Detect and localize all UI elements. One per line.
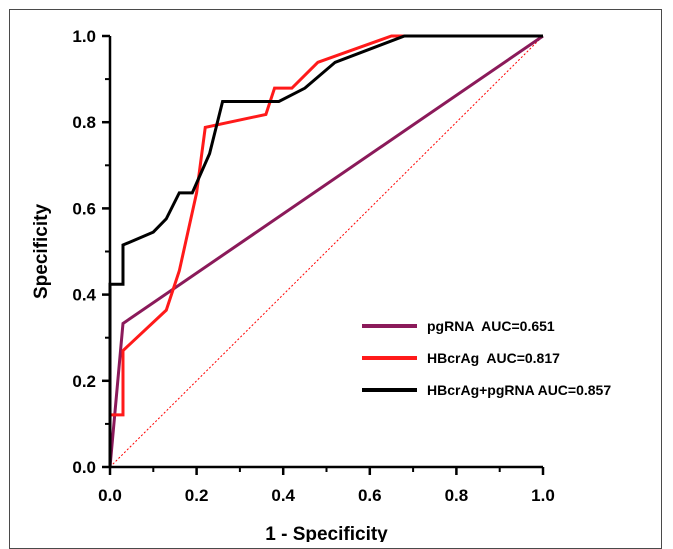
legend: pgRNA AUC=0.651 HBcrAg AUC=0.817 HBcrAg+pg… [362, 318, 611, 398]
x-tick-label: 0.4 [271, 486, 295, 505]
series-line-2 [108, 34, 543, 467]
x-tick-label: 0.6 [358, 486, 382, 505]
y-tick-label: 0.0 [72, 458, 96, 477]
reference-diagonal-group [109, 35, 544, 468]
y-tick-label: 1.0 [72, 27, 96, 46]
y-tick-label: 0.4 [72, 286, 96, 305]
legend-label-2: HBcrAg AUC=0.817 [427, 350, 560, 366]
series-line-3 [108, 34, 543, 467]
series-line-1 [108, 34, 544, 468]
series-group [108, 34, 544, 468]
y-axis-title: Specificity [31, 204, 52, 299]
y-tick-label: 0.2 [72, 372, 96, 391]
x-axis-title: 1 - Specificity [265, 524, 388, 542]
y-tick-label: 0.6 [72, 199, 96, 218]
reference-diagonal-line [109, 35, 544, 468]
legend-label-1: pgRNA AUC=0.651 [427, 318, 555, 334]
x-tick-label: 1.0 [531, 486, 555, 505]
x-tick-label: 0.0 [98, 486, 122, 505]
legend-label-3: HBcrAg+pgRNA AUC=0.857 [427, 382, 611, 398]
x-tick-label: 0.2 [185, 486, 209, 505]
x-tick-label: 0.8 [445, 486, 469, 505]
axes-group: 0.0 0.2 0.4 0.6 0.8 1.0 0.0 0.2 0.4 0.6 0.8 1.0 [72, 27, 554, 505]
y-tick-label: 0.8 [72, 113, 96, 132]
